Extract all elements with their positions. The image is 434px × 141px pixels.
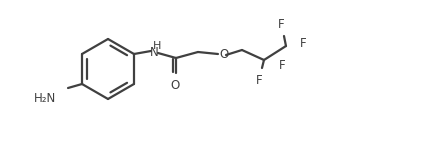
Text: H: H [152, 41, 161, 51]
Text: N: N [149, 46, 158, 59]
Text: O: O [219, 48, 228, 60]
Text: F: F [299, 37, 306, 49]
Text: H₂N: H₂N [34, 92, 56, 104]
Text: F: F [277, 18, 284, 31]
Text: F: F [278, 59, 285, 71]
Text: O: O [170, 79, 179, 92]
Text: F: F [255, 74, 262, 87]
